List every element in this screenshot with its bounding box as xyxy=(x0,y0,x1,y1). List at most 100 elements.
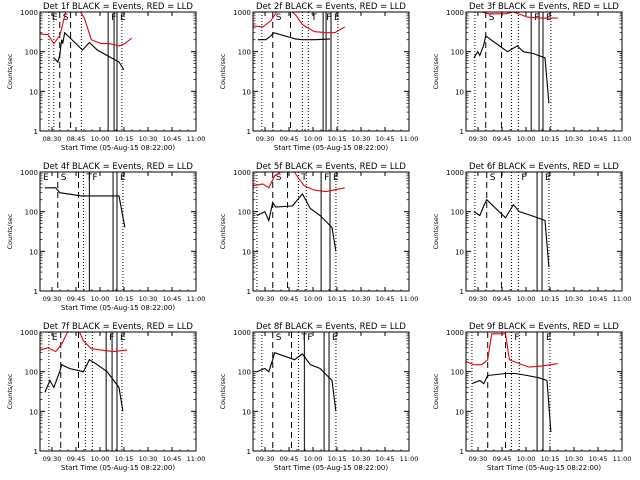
x-tick-label: 11:00 xyxy=(187,295,206,303)
x-tick-label: 10:45 xyxy=(376,455,395,463)
panel-title: Det 3f BLACK = Events, RED = LLD xyxy=(469,2,619,12)
x-tick-label: 10:45 xyxy=(163,455,182,463)
y-tick-label: 1000 xyxy=(20,329,38,337)
panel-det-4: Det 4f BLACK = Events, RED = LLD Counts/s… xyxy=(6,162,205,312)
events-series-line xyxy=(256,351,337,412)
y-tick-label: 100 xyxy=(25,209,38,217)
lld-series-line xyxy=(40,332,127,353)
time-marker-label: E xyxy=(120,333,126,343)
x-tick-label: 10:00 xyxy=(517,135,536,143)
time-marker-label: E xyxy=(546,333,552,343)
x-tick-label: 11:00 xyxy=(400,295,419,303)
x-tick-label: 10:30 xyxy=(139,135,158,143)
y-tick-label: 10 xyxy=(242,88,251,96)
plot-frame xyxy=(465,11,623,132)
panel-title: Det 4f BLACK = Events, RED = LLD xyxy=(43,162,193,172)
x-tick-label: 10:00 xyxy=(91,135,110,143)
lld-series-line xyxy=(253,172,345,193)
x-tick-label: 08:45 xyxy=(67,135,86,143)
time-marker-label: E xyxy=(545,173,551,183)
y-tick-label: 10 xyxy=(455,408,464,416)
x-tick-label: 10:15 xyxy=(115,455,134,463)
x-tick-label: 10:45 xyxy=(376,295,395,303)
x-tick-label: 09:30 xyxy=(469,455,488,463)
x-tick-label: 10:00 xyxy=(517,295,536,303)
x-tick-label: 11:00 xyxy=(613,455,632,463)
y-tick-label: 10 xyxy=(29,408,38,416)
panel-title: Det 5f BLACK = Events, RED = LLD xyxy=(256,162,406,172)
x-tick-label: 09:45 xyxy=(280,295,299,303)
x-tick-label: 10:30 xyxy=(352,295,371,303)
y-axis-label: Counts/sec xyxy=(219,53,227,89)
x-tick-label: 09:45 xyxy=(493,455,512,463)
x-axis-label: Start Time (05-Aug-15 08:22:00) xyxy=(274,144,388,152)
y-tick-label: 10 xyxy=(455,88,464,96)
plot-frame xyxy=(39,171,197,292)
panel-det-7: Det 7f BLACK = Events, RED = LLD Counts/s… xyxy=(6,322,205,472)
x-tick-label: 10:30 xyxy=(565,295,584,303)
time-marker-label: F xyxy=(521,173,526,183)
x-tick-label: 10:30 xyxy=(565,135,584,143)
y-tick-label: 1 xyxy=(247,448,251,456)
y-tick-label: 1 xyxy=(460,128,464,136)
lld-series-line xyxy=(466,333,558,368)
time-marker-label: F xyxy=(514,333,519,343)
y-tick-label: 1000 xyxy=(20,9,38,17)
x-tick-label: 09:45 xyxy=(67,295,86,303)
y-axis-label: Counts/sec xyxy=(432,213,440,249)
y-tick-label: 1000 xyxy=(233,9,251,17)
time-marker-label: F xyxy=(326,13,331,23)
y-tick-label: 1 xyxy=(460,448,464,456)
panel-title: Det 8f BLACK = Events, RED = LLD xyxy=(256,322,406,332)
x-axis-label: Start Time (05-Aug-15 08:22:00) xyxy=(61,464,175,472)
x-axis-label: Start Time (05-Aug-15 08:22:00) xyxy=(61,144,175,152)
y-tick-label: 1 xyxy=(247,128,251,136)
events-series-line xyxy=(473,198,550,268)
panel-det-5: Det 5f BLACK = Events, RED = LLD Counts/s… xyxy=(219,162,418,303)
x-tick-label: 09:45 xyxy=(280,135,299,143)
y-axis-label: Counts/sec xyxy=(6,53,14,89)
time-marker-label: E xyxy=(43,173,49,183)
plot-frame xyxy=(465,171,623,292)
x-tick-label: 10:30 xyxy=(352,135,371,143)
x-axis-label: Start Time (05-Aug-15 08:22:00) xyxy=(487,464,601,472)
x-tick-label: 10:30 xyxy=(565,455,584,463)
y-tick-label: 10 xyxy=(455,248,464,256)
x-tick-label: 10:30 xyxy=(139,295,158,303)
y-tick-label: 100 xyxy=(25,49,38,57)
events-series-line xyxy=(473,34,550,104)
y-tick-label: 1000 xyxy=(233,329,251,337)
x-tick-label: 09:45 xyxy=(493,295,512,303)
x-tick-label: 11:00 xyxy=(400,455,419,463)
time-marker-label: E xyxy=(334,13,340,23)
y-tick-label: 1000 xyxy=(446,169,464,177)
time-marker-label: E xyxy=(52,333,58,343)
y-tick-label: 1000 xyxy=(233,169,251,177)
x-tick-label: 09:30 xyxy=(43,455,62,463)
events-series-line xyxy=(44,187,126,228)
time-marker-label: T xyxy=(310,13,317,23)
x-tick-label: 10:45 xyxy=(589,295,608,303)
time-marker-label: S xyxy=(61,173,67,183)
x-tick-label: 11:00 xyxy=(613,135,632,143)
x-tick-label: 10:45 xyxy=(376,135,395,143)
x-tick-label: 10:45 xyxy=(163,295,182,303)
x-tick-label: 10:15 xyxy=(541,455,560,463)
y-tick-label: 1 xyxy=(460,288,464,296)
panel-det-1: Det 1f BLACK = Events, RED = LLD Counts/s… xyxy=(6,2,205,152)
x-tick-label: 10:45 xyxy=(163,135,182,143)
plot-frame xyxy=(252,11,410,132)
x-tick-label: 10:30 xyxy=(139,455,158,463)
y-tick-label: 1000 xyxy=(446,329,464,337)
x-tick-label: 10:30 xyxy=(352,455,371,463)
events-series-line xyxy=(44,358,124,412)
y-tick-label: 1000 xyxy=(20,169,38,177)
x-tick-label: 10:00 xyxy=(304,455,323,463)
y-axis-label: Counts/sec xyxy=(432,53,440,89)
x-tick-label: 11:00 xyxy=(187,135,206,143)
x-tick-label: 10:15 xyxy=(328,295,347,303)
y-tick-label: 10 xyxy=(29,248,38,256)
y-axis-label: Counts/sec xyxy=(432,373,440,409)
x-tick-label: 10:45 xyxy=(589,455,608,463)
